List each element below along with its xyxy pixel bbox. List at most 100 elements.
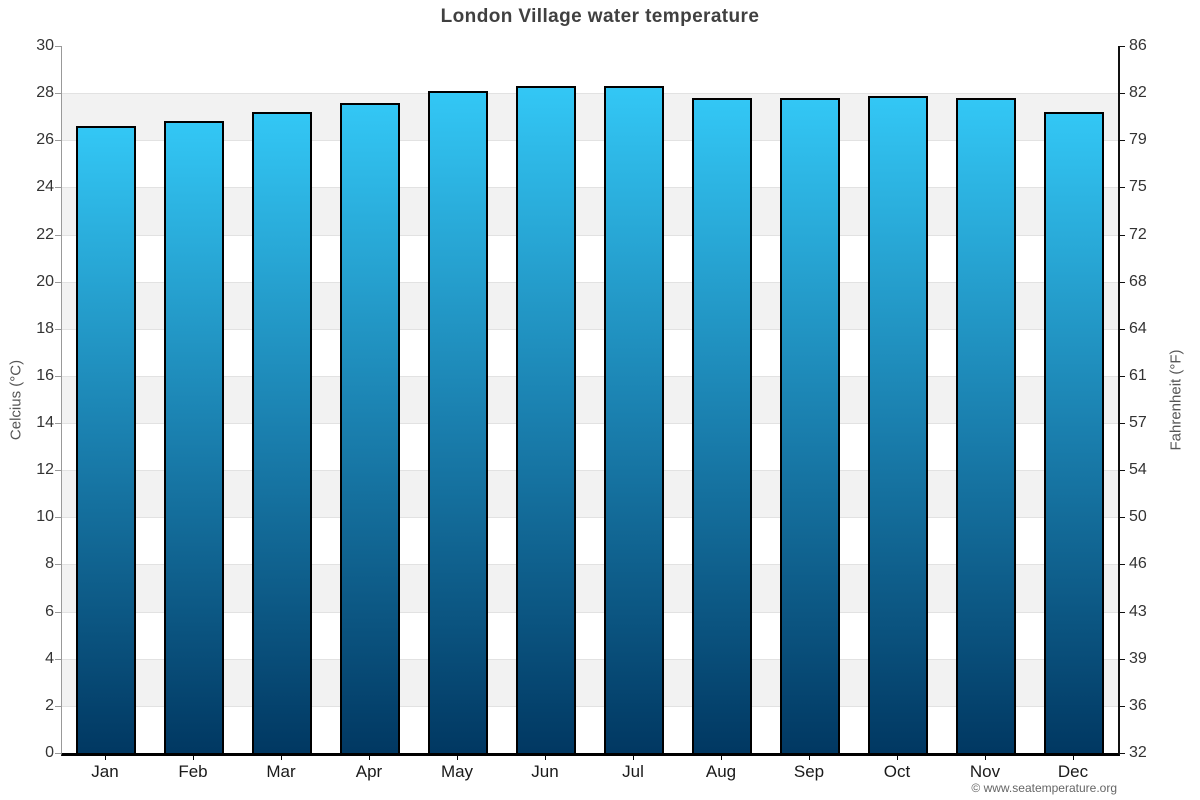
gridline-14: [62, 423, 1118, 425]
bar-sep: [780, 97, 840, 753]
fahrenheit-tick-54: 54: [1129, 461, 1147, 479]
celsius-tick-4: 4: [45, 649, 54, 667]
celsius-tickmark: [55, 705, 61, 707]
celsius-tick-16: 16: [36, 366, 54, 384]
celsius-tickmark: [55, 564, 61, 566]
month-label-jan: Jan: [91, 762, 119, 781]
celsius-tickmark: [55, 234, 61, 236]
fahrenheit-tickmark: [1119, 470, 1125, 472]
gridline-16: [62, 375, 1118, 377]
fahrenheit-tickmark: [1119, 564, 1125, 566]
celsius-tickmark: [55, 753, 61, 754]
month-label-aug: Aug: [705, 762, 737, 781]
month-label-nov: Nov: [969, 762, 1001, 781]
celsius-tick-0: 0: [45, 744, 54, 761]
fahrenheit-tick-82: 82: [1129, 84, 1147, 102]
fahrenheit-tickmark: [1119, 46, 1125, 47]
fahrenheit-tickmark: [1119, 517, 1125, 519]
celsius-tick-26: 26: [36, 131, 54, 149]
plot-area: [61, 46, 1120, 756]
celsius-tickmark: [55, 328, 61, 330]
celsius-tick-22: 22: [36, 225, 54, 243]
month-tickmark: [985, 756, 986, 760]
bar-may: [428, 90, 488, 753]
celsius-tickmark: [55, 470, 61, 472]
month-label-sep: Sep: [793, 762, 825, 781]
month-tickmark: [369, 756, 370, 760]
bar-aug: [692, 97, 752, 753]
gridline-22: [62, 234, 1118, 236]
gridline-12: [62, 470, 1118, 472]
gridline-26: [62, 140, 1118, 142]
fahrenheit-tick-32: 32: [1129, 744, 1147, 761]
fahrenheit-tick-61: 61: [1129, 366, 1147, 384]
month-tickmark: [721, 756, 722, 760]
band-stripe: [62, 658, 1118, 706]
month-tickmark: [105, 756, 106, 760]
celsius-tick-6: 6: [45, 602, 54, 620]
celsius-tickmark: [55, 187, 61, 189]
watermark: © www.seatemperature.org: [971, 781, 1117, 795]
celsius-tickmark: [55, 517, 61, 519]
gridline-20: [62, 281, 1118, 283]
fahrenheit-tick-46: 46: [1129, 555, 1147, 573]
celsius-tickmark: [55, 93, 61, 95]
fahrenheit-tickmark: [1119, 234, 1125, 236]
celsius-tickmark: [55, 46, 61, 47]
fahrenheit-tickmark: [1119, 753, 1125, 754]
fahrenheit-tick-79: 79: [1129, 131, 1147, 149]
gridline-4: [62, 658, 1118, 660]
fahrenheit-tick-36: 36: [1129, 696, 1147, 714]
month-label-mar: Mar: [266, 762, 296, 781]
band-stripe: [62, 375, 1118, 424]
gridline-28: [62, 93, 1118, 95]
bar-nov: [956, 97, 1016, 753]
bar-jan: [76, 126, 136, 753]
fahrenheit-tickmark: [1119, 93, 1125, 95]
fahrenheit-tick-72: 72: [1129, 225, 1147, 243]
bar-dec: [1044, 112, 1104, 753]
month-tickmark: [281, 756, 282, 760]
month-label-dec: Dec: [1057, 762, 1089, 781]
band-stripe: [62, 564, 1118, 612]
fahrenheit-tick-43: 43: [1129, 602, 1147, 620]
gridline-10: [62, 517, 1118, 519]
bar-apr: [340, 102, 400, 753]
bar-jun: [516, 86, 576, 753]
month-tickmark: [809, 756, 810, 760]
celsius-tickmark: [55, 611, 61, 613]
month-tickmark: [1073, 756, 1074, 760]
gridline-8: [62, 564, 1118, 566]
band-stripe: [62, 281, 1118, 329]
celsius-tick-24: 24: [36, 178, 54, 196]
gridline-2: [62, 705, 1118, 707]
fahrenheit-tick-75: 75: [1129, 178, 1147, 196]
month-tickmark: [897, 756, 898, 760]
chart-title: London Village water temperature: [440, 6, 760, 27]
fahrenheit-tickmark: [1119, 140, 1125, 142]
fahrenheit-tick-50: 50: [1129, 508, 1147, 526]
bar-oct: [868, 95, 928, 753]
celsius-tickmark: [55, 423, 61, 425]
bar-feb: [164, 121, 224, 753]
fahrenheit-tickmark: [1119, 611, 1125, 613]
celsius-tick-2: 2: [45, 696, 54, 714]
celsius-tick-12: 12: [36, 461, 54, 479]
month-label-feb: Feb: [178, 762, 208, 781]
celsius-tickmark: [55, 281, 61, 283]
fahrenheit-tickmark: [1119, 658, 1125, 660]
month-tickmark: [633, 756, 634, 760]
gridline-6: [62, 611, 1118, 613]
fahrenheit-tick-57: 57: [1129, 414, 1147, 432]
celsius-tick-8: 8: [45, 555, 54, 573]
bar-jul: [604, 86, 664, 753]
month-tickmark: [193, 756, 194, 760]
fahrenheit-tickmark: [1119, 705, 1125, 707]
fahrenheit-tickmark: [1119, 187, 1125, 189]
month-label-jul: Jul: [622, 762, 644, 781]
fahrenheit-tick-64: 64: [1129, 319, 1147, 337]
celsius-tick-28: 28: [36, 84, 54, 102]
celsius-tickmark: [55, 658, 61, 660]
celsius-tick-30: 30: [36, 37, 54, 54]
